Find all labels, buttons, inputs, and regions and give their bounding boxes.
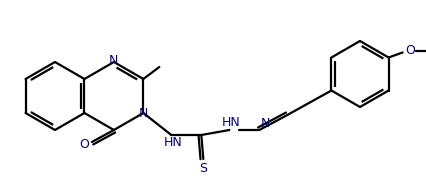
Text: HN: HN	[222, 116, 241, 128]
Text: N: N	[138, 107, 148, 119]
Text: N: N	[261, 116, 270, 130]
Text: N: N	[109, 54, 118, 68]
Text: O: O	[406, 44, 415, 57]
Text: O: O	[79, 139, 89, 151]
Text: S: S	[199, 162, 207, 174]
Text: HN: HN	[164, 137, 183, 150]
